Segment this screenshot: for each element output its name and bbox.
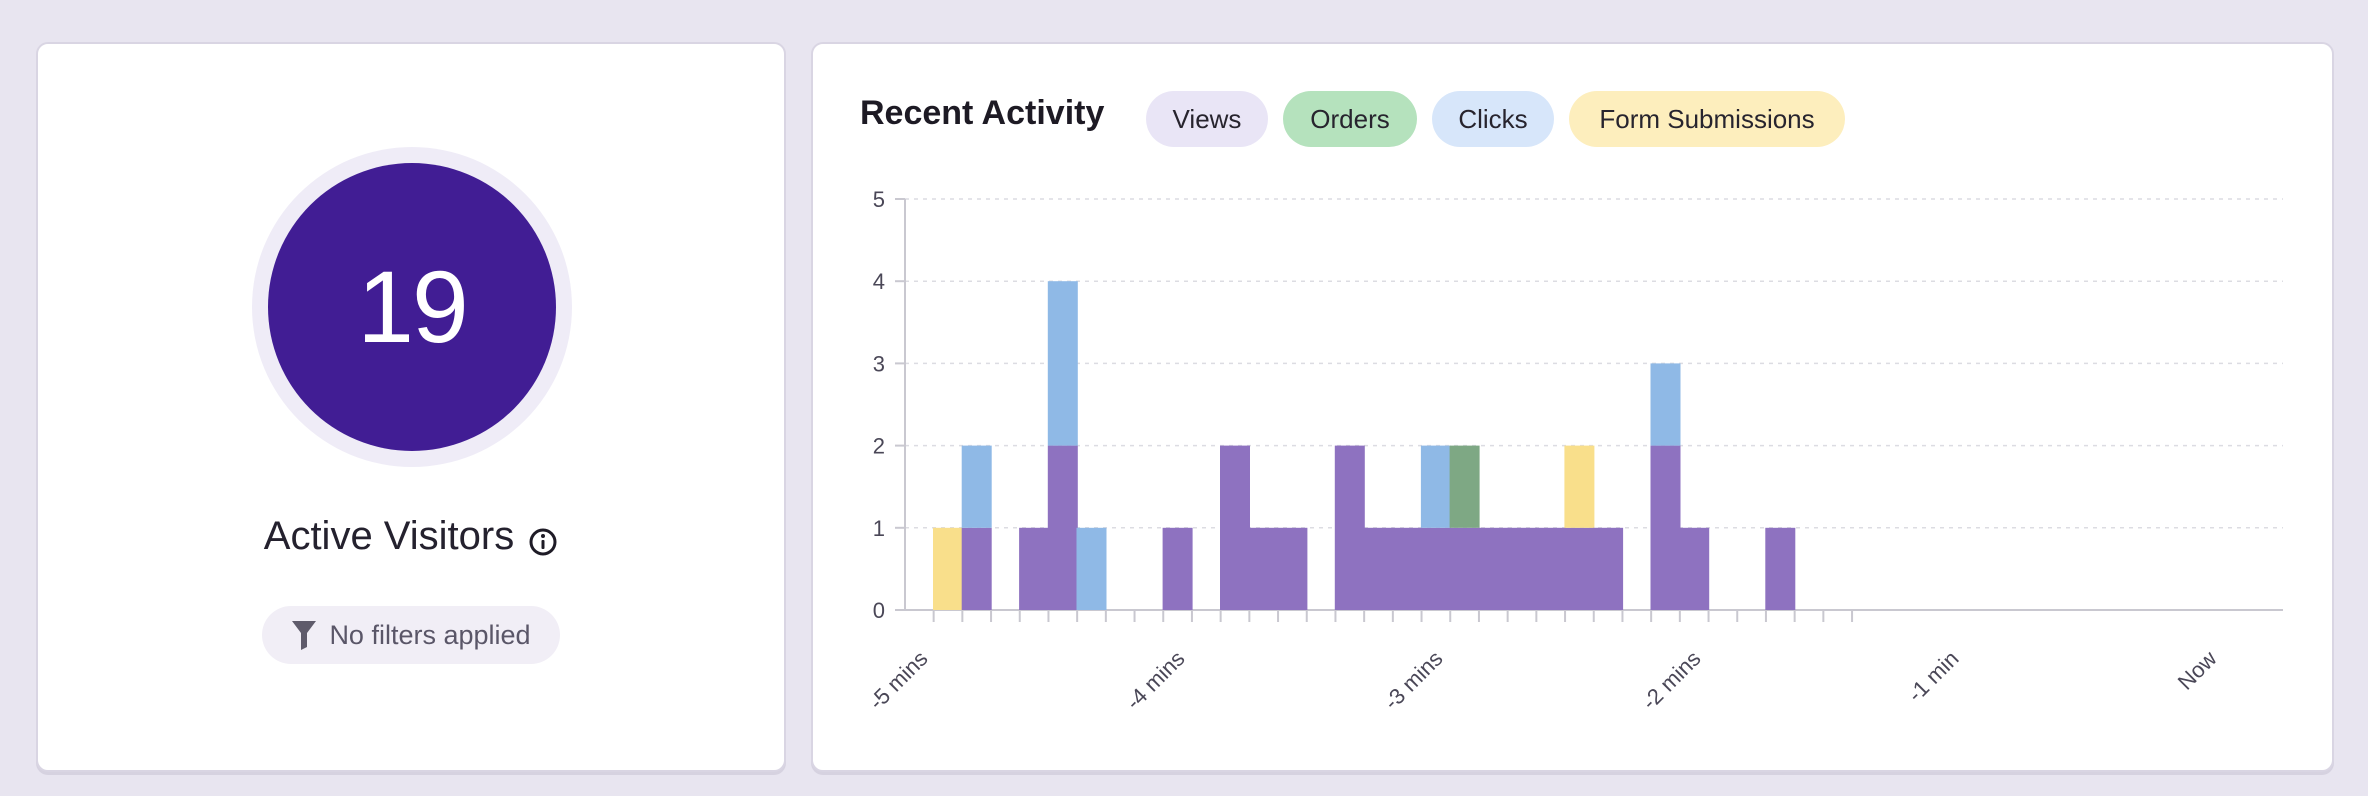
bar-segment-views xyxy=(1220,445,1250,610)
filter-status-pill[interactable]: No filters applied xyxy=(262,606,560,664)
y-tick-label: 4 xyxy=(873,269,885,294)
bar-segment-form-submissions xyxy=(1564,445,1595,528)
legend-pill-orders[interactable]: Orders xyxy=(1283,91,1417,147)
bar-segment-views xyxy=(1535,527,1566,610)
recent-activity-title: Recent Activity xyxy=(860,94,1105,132)
bar-segment-views xyxy=(1019,527,1050,610)
y-tick-label: 0 xyxy=(873,598,885,623)
bar-segment-views xyxy=(1248,527,1279,610)
legend-pill-form-submissions[interactable]: Form Submissions xyxy=(1569,91,1845,147)
x-tick-label: Now xyxy=(2173,646,2222,695)
bar-segment-clicks xyxy=(1650,363,1681,446)
activity-bar-chart: 0 1 2 3 4 5 -5 mins -4 mins -3 mins -2 mins -1 min… xyxy=(864,187,2283,715)
bar-segment-views xyxy=(1650,445,1681,610)
active-visitors-title-row: Active Visitors xyxy=(38,514,784,559)
visitor-count-ring: 19 xyxy=(252,147,572,467)
bar-segment-form-submissions xyxy=(933,527,963,610)
recent-activity-card: Recent Activity Views Orders Clicks Form… xyxy=(811,42,2334,772)
bar-segment-views xyxy=(1277,527,1308,610)
bar-segment-clicks xyxy=(1076,527,1107,610)
bar-segment-views xyxy=(961,527,992,610)
bar-segment-orders xyxy=(1449,445,1480,528)
visitor-count-circle: 19 xyxy=(268,163,556,451)
bar-segment-clicks xyxy=(1047,281,1078,446)
y-tick-label: 5 xyxy=(873,187,885,212)
y-tick-label: 1 xyxy=(873,516,885,541)
y-tick-label: 2 xyxy=(873,434,885,459)
x-tick-label: -5 mins xyxy=(864,646,933,715)
bar-segment-clicks xyxy=(961,445,992,528)
info-circle-icon[interactable] xyxy=(528,522,558,555)
bar-segment-views xyxy=(1334,445,1365,610)
bar-segment-views xyxy=(1047,445,1078,610)
active-visitors-title: Active Visitors xyxy=(263,514,515,558)
bar-segment-views xyxy=(1162,527,1193,610)
x-tick-label: -1 min xyxy=(1903,646,1964,707)
bar-segment-views xyxy=(1420,527,1451,610)
funnel-icon xyxy=(291,619,317,651)
active-visitors-card: 19 Active Visitors No filters applied xyxy=(36,42,786,772)
x-tick-label: -4 mins xyxy=(1121,646,1190,715)
x-tick-label: -2 mins xyxy=(1637,646,1706,715)
bar-segment-views xyxy=(1392,527,1423,610)
bar-segment-views xyxy=(1449,527,1480,610)
filter-status-text: No filters applied xyxy=(329,619,531,650)
bar-segment-views xyxy=(1507,527,1537,610)
visitor-count: 19 xyxy=(357,249,468,364)
bar-segment-views xyxy=(1593,527,1624,610)
bar-segment-views xyxy=(1564,527,1595,610)
bar-segment-views xyxy=(1363,527,1394,610)
x-tick-label: -3 mins xyxy=(1379,646,1448,715)
y-tick-label: 3 xyxy=(873,351,885,376)
bar-segment-views xyxy=(1478,527,1509,610)
legend-pill-views[interactable]: Views xyxy=(1146,91,1268,147)
bar-segment-views xyxy=(1765,527,1796,610)
bar-segment-clicks xyxy=(1420,445,1451,528)
legend-pill-clicks[interactable]: Clicks xyxy=(1432,91,1554,147)
bar-segment-views xyxy=(1679,527,1710,610)
